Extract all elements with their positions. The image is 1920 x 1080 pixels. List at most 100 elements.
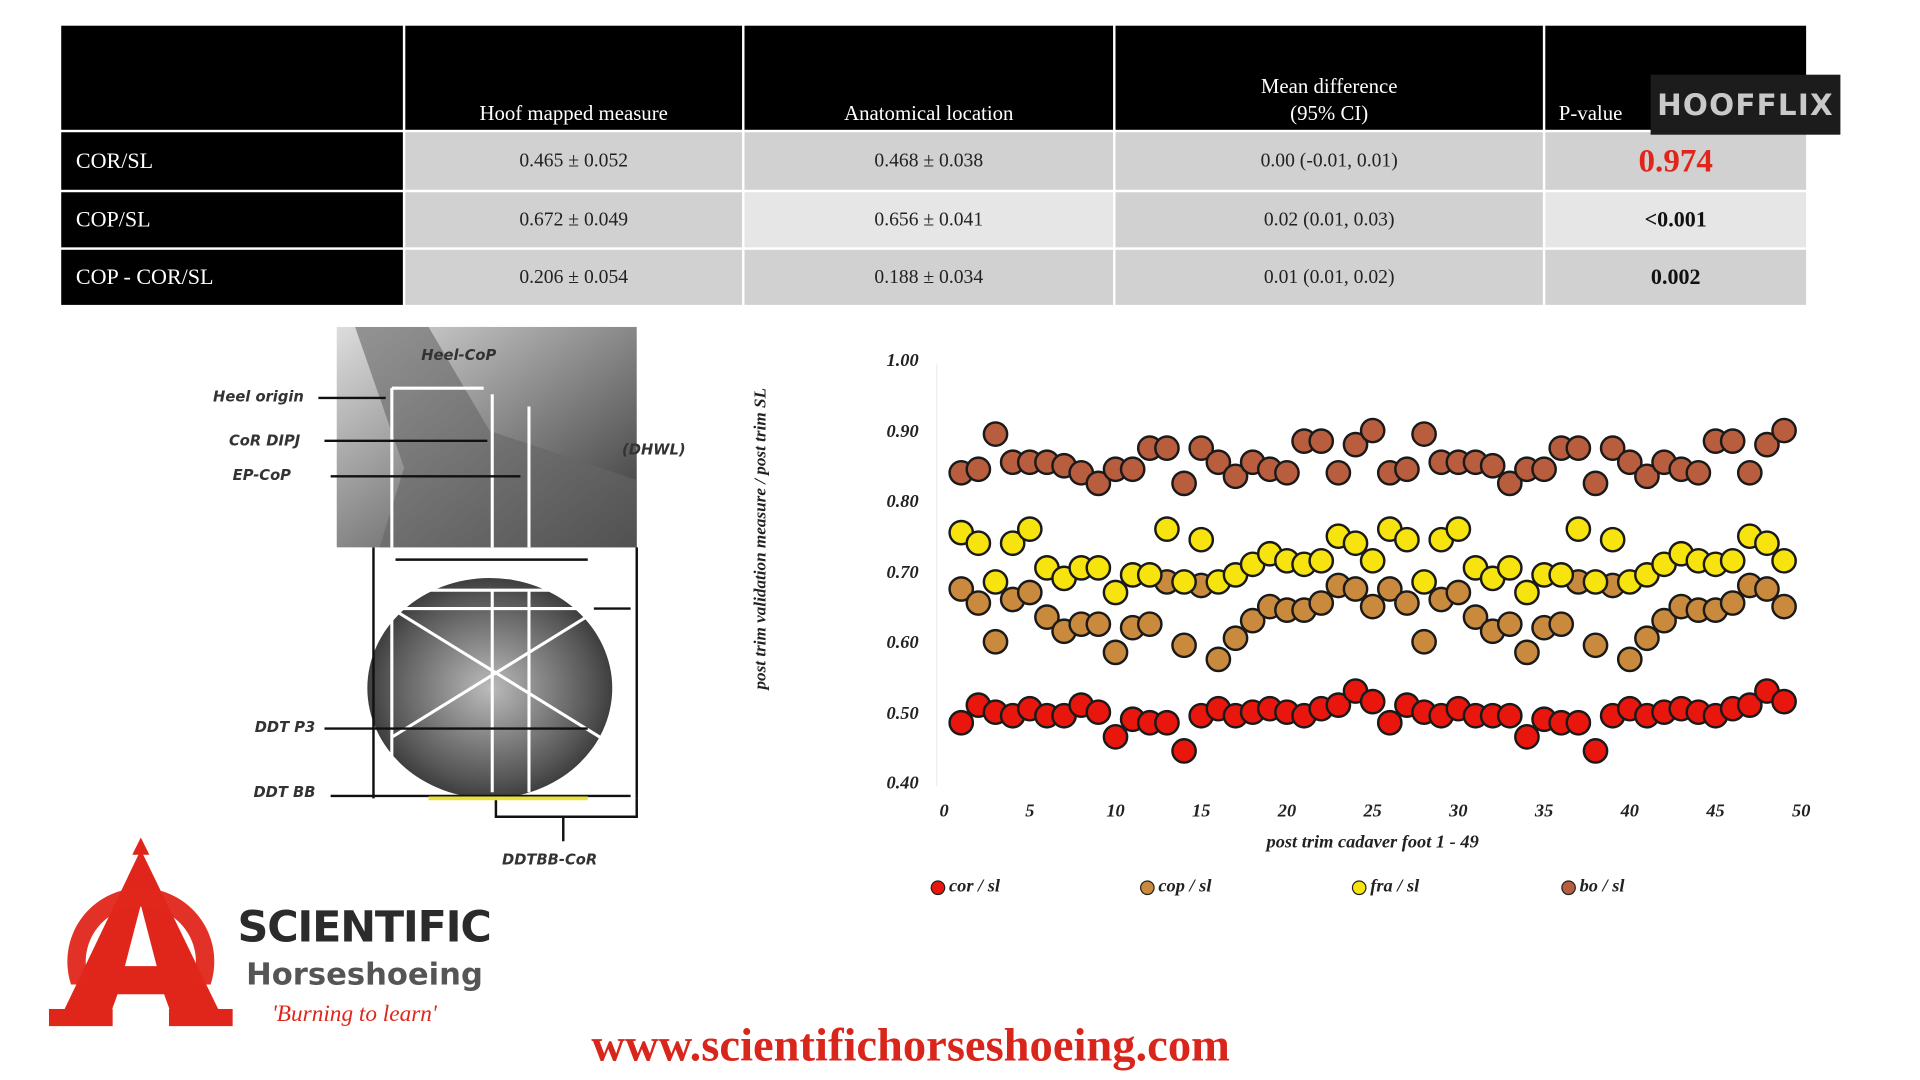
point-bosl (1496, 470, 1523, 497)
x-tick-label: 5 (1025, 802, 1035, 822)
point-bosl (1154, 435, 1180, 462)
point-copsl (1616, 646, 1643, 673)
logo-title: SCIENTIFIC (237, 903, 492, 953)
row-label-cor-sl: COR/SL (61, 132, 403, 190)
point-copsl (1342, 576, 1369, 602)
point-copsl (1308, 590, 1335, 616)
logo-tagline: 'Burning to learn' (271, 1001, 437, 1028)
y-tick-label: 1.00 (886, 351, 919, 372)
point-corsl (1359, 688, 1386, 715)
point-frasl (1136, 562, 1163, 588)
point-copsl (1445, 579, 1472, 606)
point-copsl (1222, 625, 1249, 652)
legend-label: cor / sl (948, 876, 1001, 897)
point-frasl (1411, 569, 1437, 595)
point-bosl (1085, 470, 1112, 497)
point-corsl (1085, 699, 1112, 726)
point-copsl (1034, 604, 1060, 631)
point-copsl (1582, 632, 1609, 659)
point-copsl (1085, 611, 1112, 638)
point-corsl (1154, 709, 1180, 736)
cell-pvalue: <0.001 (1545, 192, 1807, 248)
x-tick-label: 25 (1363, 802, 1382, 822)
row-label-cop-cor-sl: COP - COR/SL (61, 249, 403, 305)
point-corsl (1514, 723, 1540, 750)
legend-marker-icon (1140, 879, 1155, 895)
point-copsl (1394, 590, 1420, 616)
point-bosl (1325, 459, 1352, 486)
table-header-anatomical: Anatomical location (744, 25, 1114, 130)
point-bosl (1479, 452, 1506, 479)
point-copsl (1376, 576, 1403, 602)
point-copsl (1514, 639, 1540, 666)
x-tick-label: 50 (1792, 802, 1811, 822)
point-bosl (1119, 456, 1146, 483)
point-frasl (1771, 547, 1797, 574)
point-frasl (1582, 569, 1609, 595)
mean-diff-ci: (95% CI) (1290, 101, 1369, 125)
point-copsl (1411, 628, 1437, 655)
point-frasl (1085, 555, 1112, 581)
website-link[interactable]: www.scientifichorseshoeing.com (591, 1020, 1230, 1072)
point-copsl (1171, 632, 1197, 659)
legend-item: cor / sl (930, 876, 1001, 898)
label-dhwl: (DHWL) (622, 440, 686, 458)
point-bosl (1274, 459, 1300, 486)
legend-item: bo / sl (1561, 876, 1625, 898)
x-tick-label: 40 (1620, 802, 1639, 822)
point-bosl (1565, 435, 1592, 462)
point-copsl (982, 628, 1009, 655)
label-heel-origin: Heel origin (213, 388, 304, 406)
point-copsl (1205, 646, 1232, 673)
point-corsl (1771, 688, 1797, 715)
y-tick-label: 0.70 (886, 562, 919, 583)
cell-anat: 0.468 ± 0.038 (744, 132, 1114, 190)
x-axis-label: post trim cadaver foot 1 - 49 (1266, 832, 1479, 853)
point-frasl (1016, 516, 1043, 542)
point-frasl (965, 530, 992, 557)
cell-anat: 0.656 ± 0.041 (744, 192, 1114, 248)
point-frasl (1599, 526, 1626, 553)
point-copsl (1771, 593, 1797, 620)
x-tick-label: 0 (939, 802, 949, 822)
point-bosl (1171, 470, 1197, 497)
point-copsl (1634, 625, 1660, 652)
cell-diff: 0.02 (0.01, 0.03) (1115, 192, 1543, 248)
cell-diff: 0.01 (0.01, 0.02) (1115, 249, 1543, 305)
point-bosl (1205, 449, 1232, 476)
point-copsl (1651, 607, 1677, 634)
point-frasl (1445, 516, 1472, 542)
x-tick-label: 20 (1277, 802, 1297, 822)
point-bosl (1754, 431, 1780, 458)
point-frasl (1359, 547, 1386, 574)
point-bosl (1394, 456, 1420, 483)
point-copsl (1719, 590, 1746, 616)
point-bosl (1582, 470, 1609, 497)
hoof-photo (318, 326, 638, 842)
legend-label: bo / sl (1579, 876, 1625, 897)
point-bosl (1771, 417, 1797, 444)
point-copsl (1239, 607, 1266, 634)
mean-diff-title: Mean difference (1260, 74, 1398, 98)
y-tick-label: 0.40 (886, 773, 919, 794)
label-ep-cop: EP-CoP (232, 466, 291, 484)
point-bosl (965, 456, 992, 483)
point-copsl (1102, 639, 1129, 666)
point-bosl (1342, 431, 1369, 458)
point-bosl (1634, 463, 1660, 490)
point-bosl (1616, 449, 1643, 476)
point-frasl (1308, 547, 1335, 574)
legend-label: cop / sl (1158, 876, 1212, 897)
point-copsl (1016, 579, 1043, 606)
point-copsl (965, 590, 992, 616)
legend-marker-icon (930, 879, 946, 895)
x-tick-label: 10 (1106, 802, 1125, 822)
legend-marker-icon (1561, 879, 1576, 895)
legend-marker-icon (1351, 879, 1367, 895)
legend-item: fra / sl (1351, 877, 1419, 898)
point-frasl (999, 530, 1026, 557)
point-bosl (1719, 428, 1746, 454)
point-frasl (1496, 555, 1523, 581)
point-frasl (982, 569, 1009, 595)
table-header-hoof: Hoof mapped measure (405, 25, 743, 130)
